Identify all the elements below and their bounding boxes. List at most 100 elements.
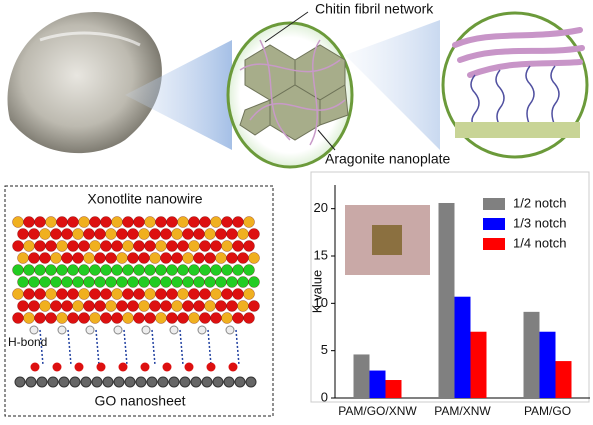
atom	[118, 362, 128, 372]
atom	[94, 228, 106, 240]
y-tick-label: 15	[314, 247, 328, 262]
panel-frame	[4, 185, 274, 417]
label: Aragonite nanoplate	[325, 151, 451, 167]
atom	[190, 376, 202, 388]
atom	[113, 376, 125, 388]
atom	[193, 276, 205, 288]
atom	[162, 362, 172, 372]
atom	[25, 376, 37, 388]
atom	[58, 376, 70, 388]
atom	[204, 252, 216, 264]
hbond	[151, 329, 156, 366]
hbond	[39, 329, 44, 366]
chains	[470, 65, 560, 128]
atom	[80, 376, 92, 388]
atom	[72, 300, 84, 312]
atom	[34, 288, 46, 300]
atom	[122, 288, 134, 300]
atom	[39, 252, 51, 264]
atom	[105, 276, 117, 288]
atom	[50, 276, 62, 288]
atom	[184, 362, 194, 372]
atom	[56, 264, 68, 276]
atom	[100, 288, 112, 300]
atom	[232, 312, 244, 324]
atom	[56, 240, 68, 252]
atom	[47, 376, 59, 388]
atoms	[12, 216, 260, 388]
atom	[197, 325, 207, 335]
atom	[166, 264, 178, 276]
atom	[116, 276, 128, 288]
atom	[237, 276, 249, 288]
atom	[29, 325, 39, 335]
atom	[169, 325, 179, 335]
atom	[89, 312, 101, 324]
atom	[39, 300, 51, 312]
atom	[113, 325, 123, 335]
atom	[72, 276, 84, 288]
atom	[78, 312, 90, 324]
atom	[85, 325, 95, 335]
atom	[67, 288, 79, 300]
atom	[74, 362, 84, 372]
atom	[30, 362, 40, 372]
atom	[243, 240, 255, 252]
atom	[45, 264, 57, 276]
atom	[232, 216, 244, 228]
atom	[221, 216, 233, 228]
atom	[50, 228, 62, 240]
atom	[138, 252, 150, 264]
x-tick-label: PAM/XNW	[434, 404, 491, 418]
label: H-bond	[8, 335, 47, 349]
atom	[78, 288, 90, 300]
atom	[56, 216, 68, 228]
atom	[193, 228, 205, 240]
atom	[100, 264, 112, 276]
atom	[171, 300, 183, 312]
plate	[455, 122, 580, 138]
atom	[144, 240, 156, 252]
shell	[7, 11, 162, 154]
atom	[89, 240, 101, 252]
atom	[248, 252, 260, 264]
atom	[105, 252, 117, 264]
atom	[89, 264, 101, 276]
atom	[12, 264, 24, 276]
atom	[12, 288, 24, 300]
hbond	[179, 329, 184, 366]
atom	[78, 264, 90, 276]
pointer	[264, 11, 309, 43]
atom	[206, 362, 216, 372]
bar	[523, 311, 540, 398]
chart-frame	[310, 171, 590, 403]
bar	[555, 361, 572, 398]
atom	[177, 216, 189, 228]
atom	[210, 240, 222, 252]
atom	[204, 300, 216, 312]
atom	[14, 376, 26, 388]
atom	[149, 276, 161, 288]
atom	[177, 264, 189, 276]
atom	[210, 312, 222, 324]
atom	[248, 228, 260, 240]
atom	[94, 276, 106, 288]
atom	[28, 300, 40, 312]
atom	[34, 312, 46, 324]
atom	[146, 376, 158, 388]
atom	[215, 228, 227, 240]
atom	[177, 288, 189, 300]
atom	[122, 216, 134, 228]
atom	[243, 312, 255, 324]
atom	[248, 300, 260, 312]
atom	[122, 264, 134, 276]
y-axis-label: K value	[309, 270, 324, 313]
atom	[72, 228, 84, 240]
atom	[23, 216, 35, 228]
atom	[100, 312, 112, 324]
zoom-cone	[345, 20, 440, 150]
atom	[212, 376, 224, 388]
atom	[45, 216, 57, 228]
bar	[470, 331, 487, 398]
